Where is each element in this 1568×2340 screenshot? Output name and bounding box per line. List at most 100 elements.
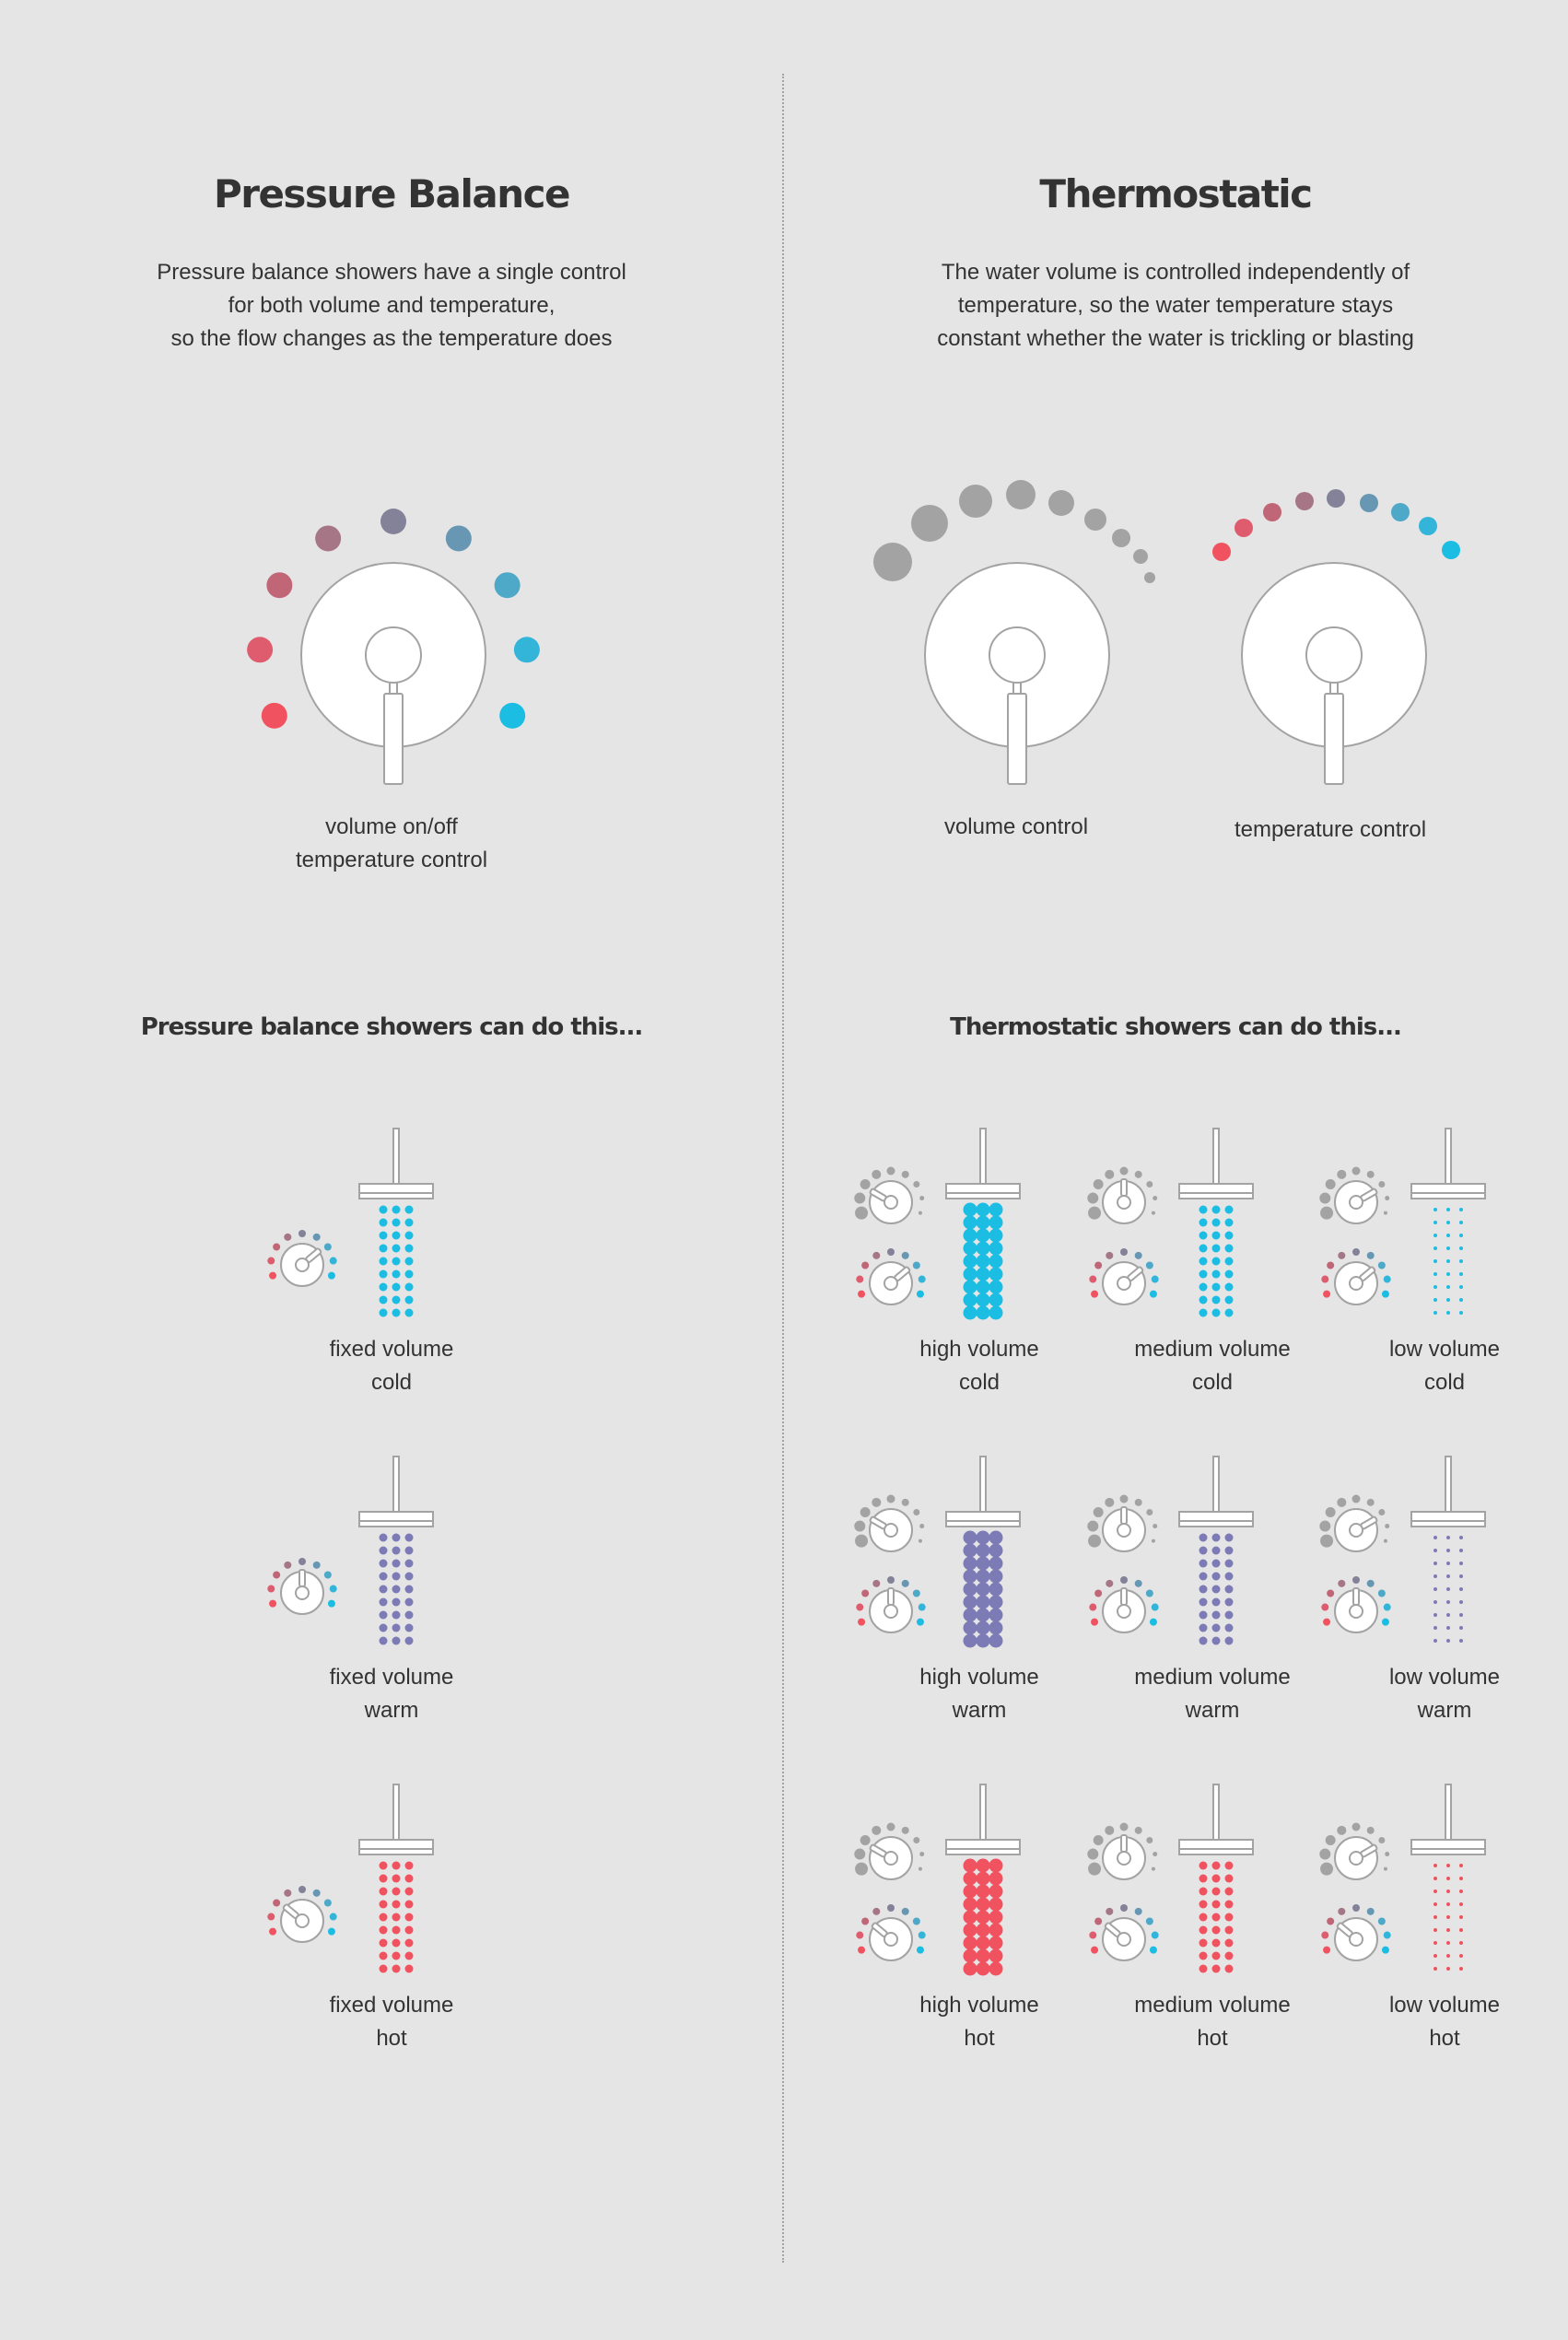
- indicator-dot: [1091, 1618, 1099, 1626]
- indicator-dot: [912, 1917, 920, 1925]
- water-drop: [976, 1608, 990, 1622]
- water-drop: [1224, 1308, 1234, 1317]
- water-drop: [963, 1633, 977, 1648]
- thermostatic-example: [854, 1784, 1021, 1976]
- indicator-dot: [1327, 1589, 1335, 1597]
- indicator-dot: [267, 1257, 275, 1265]
- temperature-dot: [1212, 543, 1231, 561]
- indicator-dot: [861, 1917, 870, 1925]
- water-drop: [989, 1923, 1003, 1937]
- water-drop: [1446, 1285, 1450, 1289]
- shower-pipe: [1212, 1784, 1220, 1841]
- water-drop: [1446, 1587, 1450, 1591]
- indicator-dot: [887, 1904, 895, 1912]
- water-drops: [1199, 1861, 1234, 1973]
- dial-lever: [298, 1569, 306, 1587]
- shower-head: [358, 1839, 434, 1855]
- indicator-dot: [247, 637, 274, 663]
- indicator-dot: [312, 1889, 321, 1897]
- water-drop: [963, 1858, 977, 1873]
- water-drop: [963, 1871, 977, 1886]
- indicator-dot: [860, 1178, 871, 1189]
- temperature-dot: [1263, 503, 1281, 521]
- water-drop: [404, 1951, 414, 1960]
- water-drop: [976, 1620, 990, 1635]
- example-label: medium volume cold: [1134, 1337, 1291, 1395]
- water-drops: [963, 1202, 1003, 1320]
- water-drop: [379, 1913, 388, 1922]
- water-drop: [1433, 1536, 1437, 1539]
- shower-pipe: [1445, 1456, 1452, 1513]
- water-drop: [1459, 1639, 1463, 1643]
- indicator-dot: [856, 1603, 864, 1611]
- indicator-dot: [1105, 1169, 1115, 1179]
- example-label: medium volume hot: [1134, 1993, 1291, 2051]
- indicator-dot: [1383, 1211, 1387, 1215]
- indicator-dot: [854, 1192, 866, 1204]
- water-drop: [1199, 1597, 1208, 1607]
- indicator-dot: [858, 1618, 866, 1626]
- water-drop: [1224, 1913, 1234, 1922]
- water-drop: [1433, 1626, 1437, 1630]
- water-drop: [379, 1244, 388, 1253]
- water-drop: [379, 1269, 388, 1279]
- water-drop: [1459, 1298, 1463, 1302]
- water-drop: [404, 1900, 414, 1909]
- water-drop: [1224, 1874, 1234, 1883]
- water-drop: [989, 1305, 1003, 1320]
- indicator-dot: [380, 509, 406, 534]
- lever-handle: [1007, 693, 1027, 785]
- indicator-dot: [1325, 1506, 1336, 1517]
- indicator-dot: [1327, 1261, 1335, 1269]
- water-drop: [989, 1530, 1003, 1545]
- water-drop: [1224, 1244, 1234, 1253]
- water-drops: [963, 1858, 1003, 1976]
- water-drop: [989, 1202, 1003, 1217]
- indicator-dot: [1338, 1579, 1346, 1587]
- water-drop: [1459, 1613, 1463, 1617]
- water-drop: [963, 1936, 977, 1950]
- indicator-dot: [901, 1826, 909, 1834]
- indicator-dot: [1337, 1825, 1347, 1835]
- indicator-dot: [1383, 1603, 1391, 1611]
- temperature-dot: [1327, 489, 1345, 508]
- water-drop: [392, 1231, 401, 1240]
- water-drop: [1433, 1967, 1437, 1971]
- indicator-dot: [1094, 1589, 1103, 1597]
- water-drop: [989, 1241, 1003, 1256]
- volume-dot: [959, 485, 992, 518]
- water-drop: [379, 1610, 388, 1620]
- water-drop: [989, 1871, 1003, 1886]
- water-drop: [1446, 1549, 1450, 1552]
- water-drop: [1446, 1562, 1450, 1565]
- dial-lever: [1120, 1834, 1128, 1853]
- water-drop: [1459, 1272, 1463, 1276]
- water-drop: [379, 1546, 388, 1555]
- water-drop: [1446, 1272, 1450, 1276]
- water-drop: [1199, 1269, 1208, 1279]
- water-drop: [963, 1961, 977, 1976]
- water-drop: [379, 1623, 388, 1632]
- water-drop: [1199, 1572, 1208, 1581]
- dial-lever: [887, 1587, 895, 1606]
- water-drop: [404, 1925, 414, 1935]
- water-drop: [976, 1923, 990, 1937]
- indicator-dot: [872, 1169, 882, 1179]
- water-drop: [1224, 1610, 1234, 1620]
- water-drop: [989, 1608, 1003, 1622]
- indicator-dot: [327, 1927, 335, 1936]
- lever-handle: [1352, 1587, 1360, 1606]
- water-drop: [989, 1633, 1003, 1648]
- volume-dot: [1133, 549, 1148, 564]
- water-drop: [1199, 1900, 1208, 1909]
- thermostatic-description: The water volume is controlled independe…: [937, 260, 1414, 351]
- water-drop: [989, 1858, 1003, 1873]
- pressure-balance-title: Pressure Balance: [213, 171, 571, 216]
- water-drop: [976, 1897, 990, 1912]
- indicator-dot: [1153, 1196, 1158, 1201]
- example-label: low volume warm: [1388, 1665, 1501, 1723]
- indicator-dot: [1134, 1579, 1142, 1587]
- water-drops: [1199, 1533, 1234, 1645]
- water-drop: [1199, 1887, 1208, 1896]
